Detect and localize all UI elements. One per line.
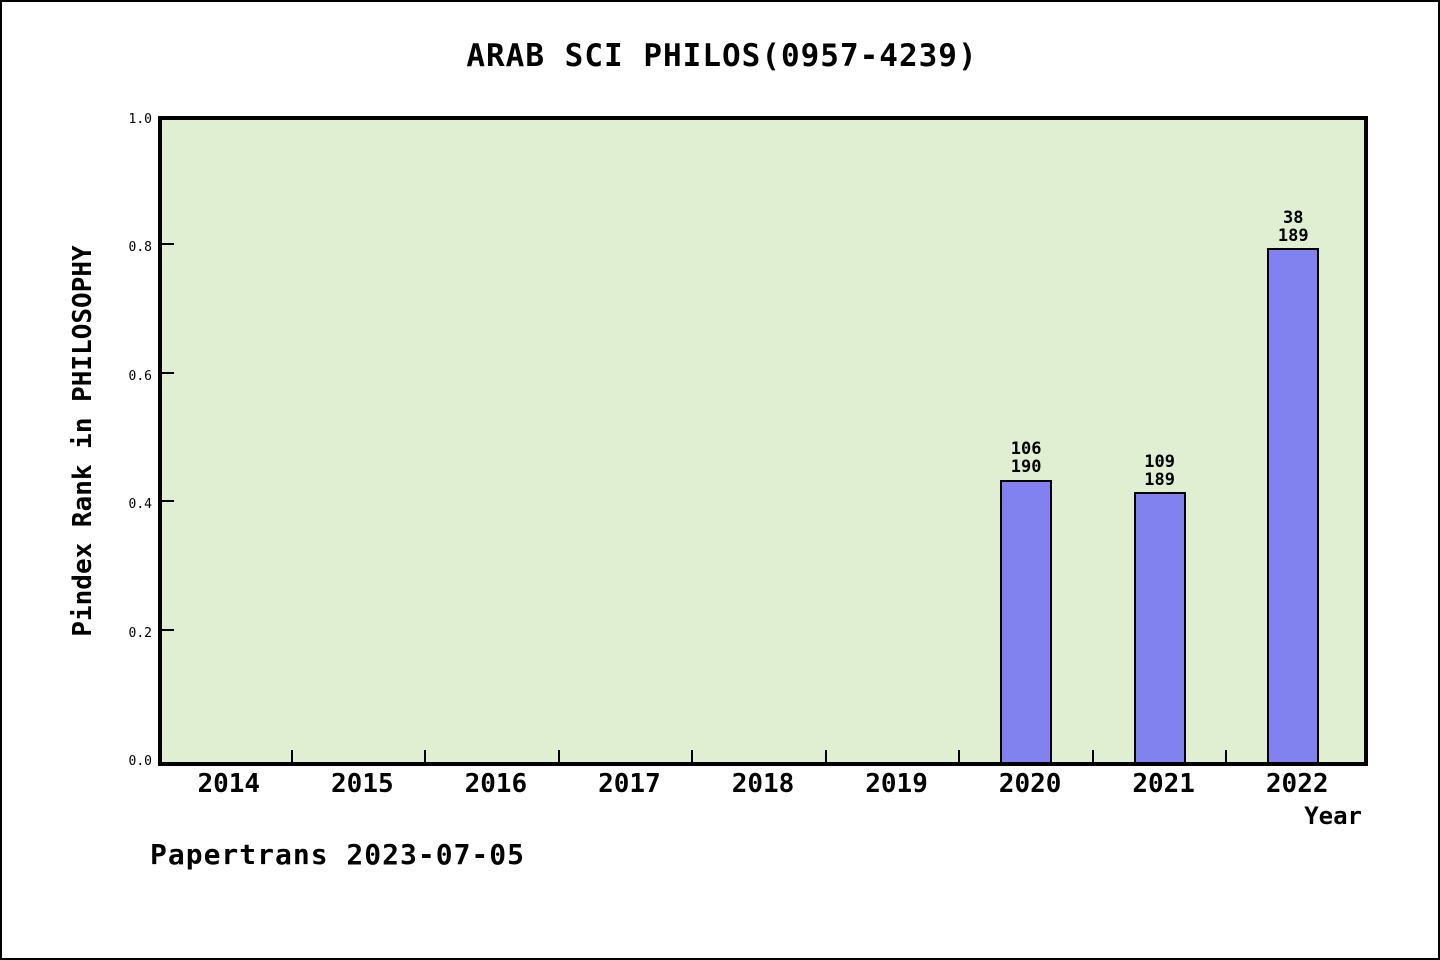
x-axis-tick (1091, 750, 1094, 762)
y-axis-label: Pindex Rank in PHILOSOPHY (68, 245, 98, 637)
y-tick-label: 0.6 (128, 368, 152, 384)
y-axis-tick (162, 628, 174, 631)
x-tick-label: 2019 (865, 769, 928, 799)
bar-label-line: 189 (1277, 225, 1309, 246)
y-tick-label: 0.4 (128, 497, 152, 513)
bar-label-2022: 38 189 (1223, 207, 1363, 246)
x-axis-tick (290, 750, 293, 762)
x-axis-tick (1225, 750, 1228, 762)
x-axis-tick (557, 750, 560, 762)
x-axis-tick (824, 750, 827, 762)
y-axis-tick (162, 243, 174, 246)
bar-2021 (1133, 492, 1186, 762)
bar-label-2021: 109 189 (1090, 451, 1230, 490)
x-tick-label: 2016 (464, 769, 528, 799)
x-axis-tick (958, 750, 961, 762)
x-tick-label: 2020 (998, 769, 1062, 799)
bar-2020 (1000, 479, 1053, 762)
bar-label-line: 106 (1010, 438, 1042, 459)
x-axis-tick (691, 750, 694, 762)
x-axis-label: Year (1304, 802, 1362, 830)
x-tick-label: 2018 (731, 769, 795, 799)
plot-area: 106 190 109 189 38 189 (158, 116, 1368, 766)
bar-label-line: 38 (1282, 207, 1304, 228)
x-tick-label: 2014 (197, 769, 261, 799)
bar-label-2020: 106 190 (956, 438, 1096, 477)
bar-label-line: 189 (1144, 469, 1176, 490)
y-axis-tick (162, 371, 174, 374)
chart-title: ARAB SCI PHILOS(0957-4239) (466, 38, 978, 74)
y-tick-label: 0.8 (128, 240, 152, 256)
y-tick-label: 0.0 (128, 754, 152, 769)
y-tick-label: 0.2 (128, 625, 152, 641)
watermark-text: Papertrans 2023-07-05 (150, 838, 526, 871)
x-tick-label: 2017 (598, 769, 661, 799)
bar-label-line: 190 (1010, 456, 1042, 477)
bar-label-line: 109 (1144, 451, 1176, 472)
x-axis-tick (424, 750, 427, 762)
x-tick-label: 2021 (1132, 769, 1195, 799)
x-tick-label: 2022 (1265, 769, 1329, 799)
y-axis-tick (162, 500, 174, 503)
bar-2022 (1267, 248, 1320, 762)
x-tick-label: 2015 (331, 769, 394, 799)
y-tick-label: 1.0 (128, 112, 152, 127)
